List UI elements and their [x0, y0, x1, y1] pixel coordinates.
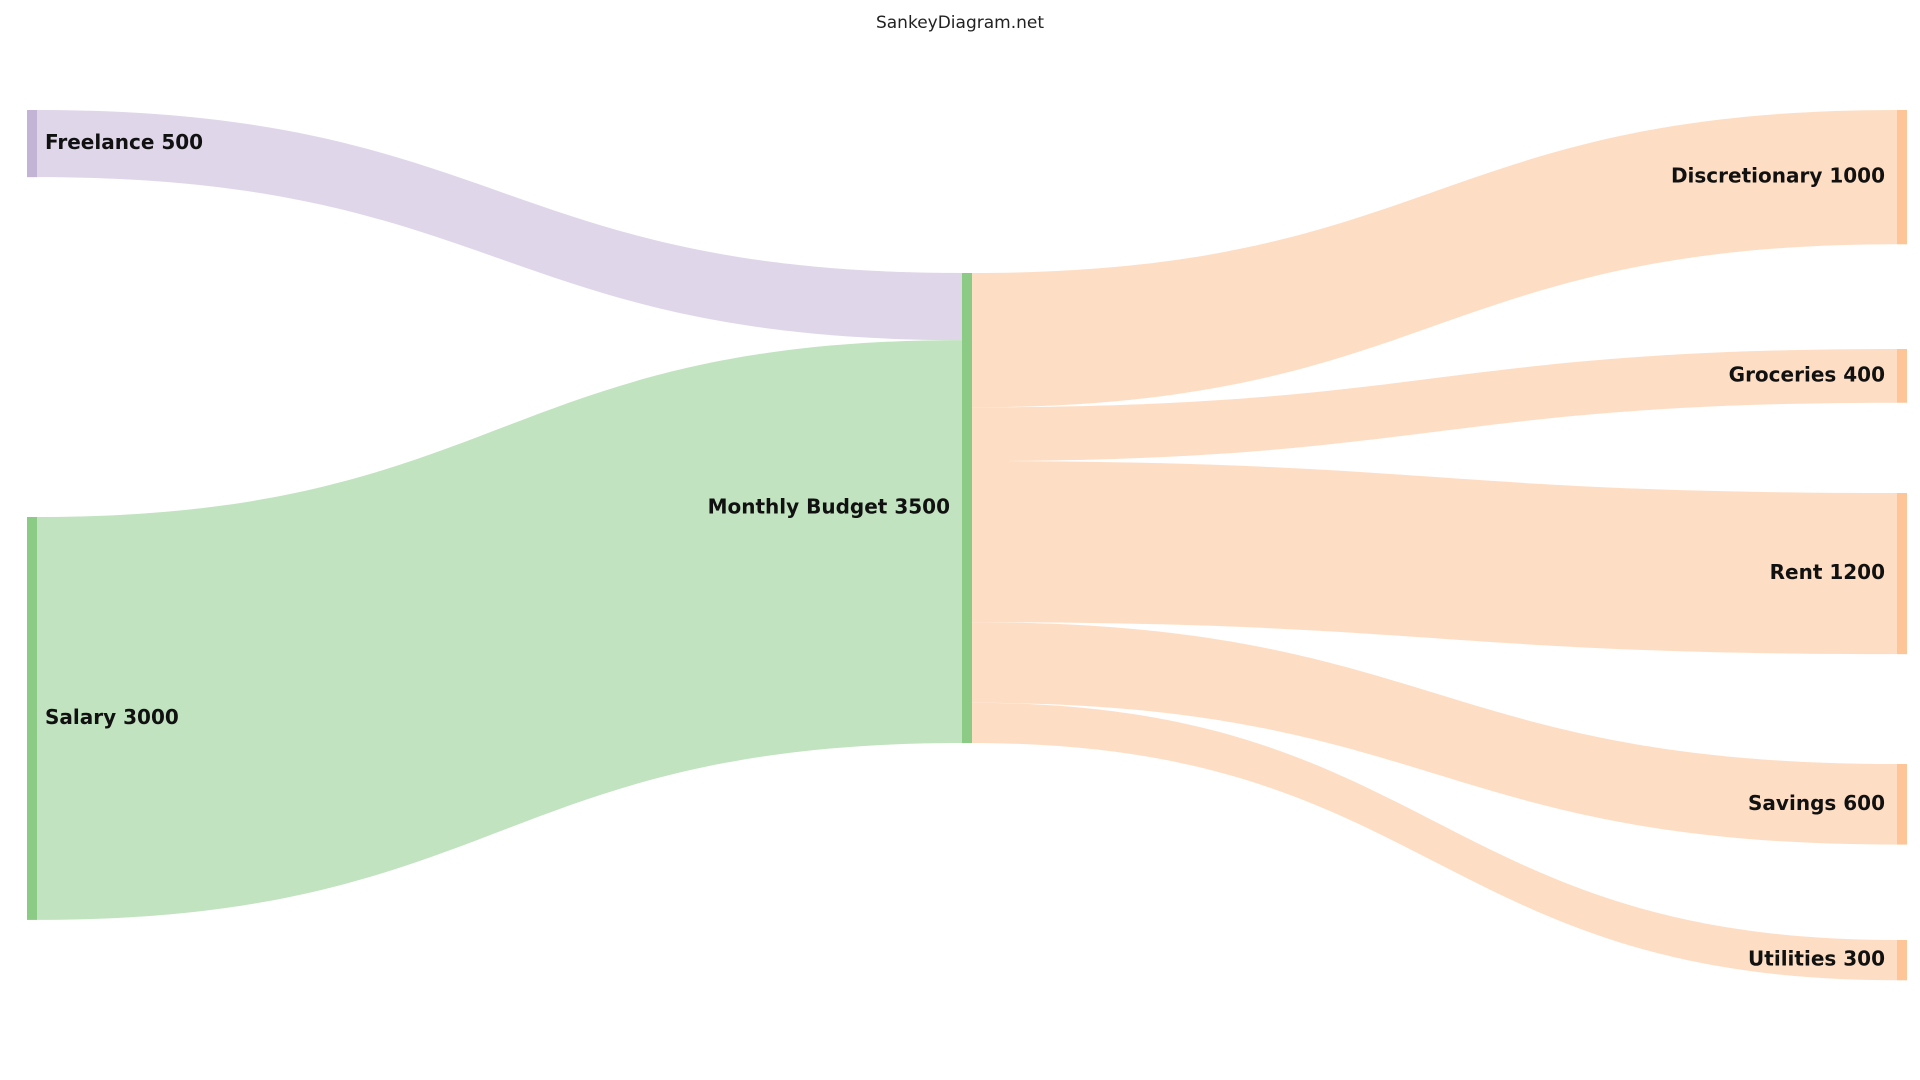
node-label-groceries: Groceries 400 — [1729, 362, 1885, 386]
node-label-freelance: Freelance 500 — [45, 130, 203, 154]
node-rent[interactable] — [1897, 493, 1907, 655]
node-discretionary[interactable] — [1897, 110, 1907, 245]
node-label-rent: Rent 1200 — [1770, 560, 1885, 584]
link-budget-to-savings[interactable] — [972, 622, 1897, 845]
node-label-discretionary: Discretionary 1000 — [1671, 164, 1885, 188]
node-label-utilities: Utilities 300 — [1748, 947, 1885, 971]
link-budget-to-utilities[interactable] — [972, 702, 1897, 981]
links-layer — [37, 110, 1897, 981]
node-label-salary: Salary 3000 — [45, 705, 179, 729]
node-label-budget: Monthly Budget 3500 — [708, 495, 950, 519]
link-freelance-to-budget[interactable] — [37, 110, 962, 341]
link-budget-to-rent[interactable] — [972, 461, 1897, 655]
node-savings[interactable] — [1897, 764, 1907, 845]
node-budget[interactable] — [962, 273, 972, 744]
watermark-text: SankeyDiagram.net — [875, 13, 1045, 33]
node-salary[interactable] — [27, 517, 37, 920]
link-salary-to-budget[interactable] — [37, 340, 962, 920]
node-groceries[interactable] — [1897, 349, 1907, 403]
nodes-layer — [27, 110, 1907, 981]
node-label-savings: Savings 600 — [1748, 791, 1885, 815]
link-budget-to-discretionary[interactable] — [972, 110, 1897, 408]
link-budget-to-groceries[interactable] — [972, 349, 1897, 462]
node-utilities[interactable] — [1897, 940, 1907, 981]
node-freelance[interactable] — [27, 110, 37, 178]
labels-layer: Freelance 500 Salary 3000 Monthly Budget 3… — [45, 130, 1885, 971]
